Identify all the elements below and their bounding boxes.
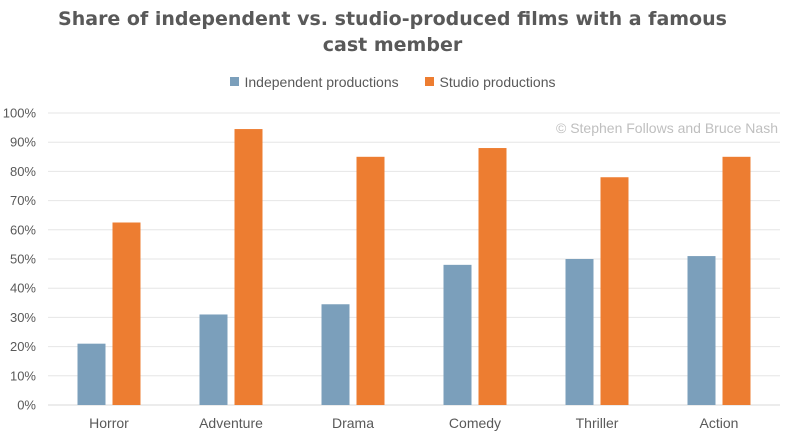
y-tick-label: 50% — [10, 252, 36, 267]
x-axis-categories: Horror Adventure Drama Comedy Thriller Action — [89, 415, 738, 431]
bar-studio-thriller[interactable] — [600, 177, 629, 405]
y-tick-label: 60% — [10, 222, 36, 237]
chart-title: Share of independent vs. studio-produced… — [0, 6, 785, 58]
bar-independent-drama[interactable] — [321, 304, 350, 405]
bar-independent-action[interactable] — [687, 256, 716, 405]
chart-title-line-2: cast member — [322, 34, 463, 56]
y-tick-label: 30% — [10, 310, 36, 325]
bar-independent-horror[interactable] — [77, 343, 106, 405]
bar-independent-adventure[interactable] — [199, 314, 228, 405]
y-tick-label: 0% — [17, 398, 36, 413]
x-category-label: Action — [700, 415, 739, 431]
y-axis-ticks: 0% 10% 20% 30% 40% 50% 60% 70% 80% 90% 100% — [3, 106, 37, 413]
y-tick-label: 100% — [3, 106, 37, 121]
y-tick-label: 40% — [10, 281, 36, 296]
legend-label-studio: Studio productions — [439, 73, 556, 90]
x-category-label: Adventure — [199, 415, 263, 431]
x-category-label: Thriller — [576, 415, 619, 431]
y-tick-label: 20% — [10, 339, 36, 354]
legend-label-independent: Independent productions — [244, 73, 399, 90]
bars — [77, 129, 751, 406]
legend: Independent productions Studio productio… — [0, 73, 785, 90]
y-tick-label: 90% — [10, 135, 36, 150]
bar-studio-drama[interactable] — [356, 156, 385, 405]
x-category-label: Comedy — [449, 415, 501, 431]
legend-swatch-independent — [229, 77, 239, 86]
legend-swatch-studio — [424, 77, 434, 86]
watermark: © Stephen Follows and Bruce Nash — [556, 120, 778, 136]
bar-studio-comedy[interactable] — [478, 148, 507, 406]
legend-item-studio[interactable]: Studio productions — [424, 73, 556, 90]
gridlines — [48, 112, 780, 406]
bar-independent-thriller[interactable] — [565, 259, 594, 405]
chart-title-line-1: Share of independent vs. studio-produced… — [58, 8, 727, 30]
bar-studio-horror[interactable] — [112, 222, 141, 406]
y-tick-label: 70% — [10, 193, 36, 208]
x-category-label: Horror — [89, 415, 129, 431]
y-tick-label: 80% — [10, 164, 36, 179]
x-category-label: Drama — [332, 415, 374, 431]
y-tick-label: 10% — [10, 368, 36, 383]
bar-independent-comedy[interactable] — [443, 264, 472, 405]
bar-studio-adventure[interactable] — [234, 129, 263, 405]
legend-item-independent[interactable]: Independent productions — [229, 73, 399, 90]
bar-studio-action[interactable] — [722, 156, 751, 405]
